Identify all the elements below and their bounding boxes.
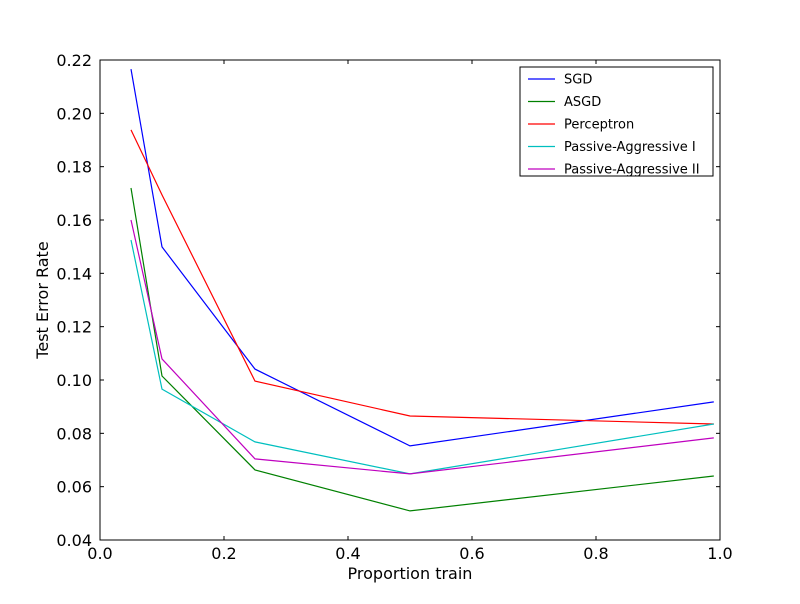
x-tick-label: 0.4: [335, 544, 360, 563]
y-tick-label: 0.18: [56, 158, 92, 177]
legend-label: SGD: [564, 73, 592, 88]
legend: SGD ASGD Perceptron Passive-Aggressive I Pas…: [519, 66, 714, 178]
y-tick-label: 0.14: [56, 264, 92, 283]
y-tick-label: 0.06: [56, 478, 92, 497]
x-tick-label: 0.0: [87, 544, 112, 563]
x-tick-label: 1.0: [707, 544, 732, 563]
series-line-sgd: [130, 68, 714, 447]
y-tick-label: 0.16: [56, 211, 92, 230]
legend-label: Passive-Aggressive I: [564, 140, 696, 155]
x-axis-label: Proportion train: [348, 564, 473, 583]
y-tick-label: 0.22: [56, 51, 92, 70]
series-line-passive-aggressive-i: [130, 239, 714, 475]
y-axis-label: Test Error Rate: [33, 241, 52, 359]
series-line-asgd: [130, 187, 714, 512]
y-tick-label: 0.08: [56, 424, 92, 443]
plot-frame: [99, 59, 721, 541]
y-tick-label: 0.12: [56, 318, 92, 337]
x-tick-label: 0.2: [211, 544, 236, 563]
y-tick-label: 0.20: [56, 104, 92, 123]
legend-label: Passive-Aggressive II: [564, 163, 700, 178]
legend-label: Perceptron: [564, 118, 634, 133]
x-tick-label: 0.6: [459, 544, 484, 563]
x-tick-label: 0.8: [583, 544, 608, 563]
series-line-perceptron: [130, 129, 714, 425]
series-line-passive-aggressive-ii: [130, 219, 714, 475]
y-tick-label: 0.10: [56, 371, 92, 390]
legend-box: [519, 66, 714, 177]
y-tick-label: 0.04: [56, 531, 92, 550]
legend-label: ASGD: [564, 95, 601, 110]
